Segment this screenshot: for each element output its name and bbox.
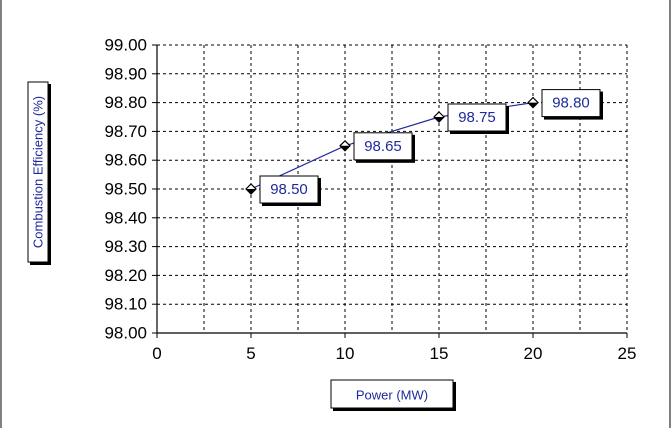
x-axis-title: Power (MW) <box>330 379 456 411</box>
y-tick-label: 98.20 <box>104 266 147 285</box>
data-label-box <box>259 175 319 204</box>
data-label-text: 98.50 <box>270 181 308 198</box>
data-point-marker-fill <box>434 117 444 122</box>
data-label-box <box>447 103 507 132</box>
x-tick-label: 10 <box>336 344 355 363</box>
x-tick-label: 25 <box>618 344 637 363</box>
data-label-box <box>541 89 601 118</box>
data-point-marker-fill <box>340 145 350 151</box>
y-tick-label: 98.80 <box>104 93 147 112</box>
y-tick-label: 98.00 <box>104 324 147 343</box>
data-label: 98.50 <box>259 175 321 206</box>
x-tick-label: 20 <box>524 344 543 363</box>
x-tick-label: 15 <box>430 344 449 363</box>
series-layer <box>245 96 539 195</box>
y-tick-label: 98.30 <box>104 237 147 256</box>
y-tick-label: 98.60 <box>104 151 147 170</box>
x-axis-title-text: Power (MW) <box>356 388 428 403</box>
y-tick-label: 98.50 <box>104 180 147 199</box>
data-label: 98.80 <box>541 89 603 120</box>
x-tick-label: 5 <box>246 344 255 363</box>
y-tick-label: 98.10 <box>104 295 147 314</box>
data-point-marker-fill <box>246 189 256 194</box>
data-label-text: 98.75 <box>458 109 496 126</box>
data-label-box <box>353 132 413 161</box>
y-tick-label: 98.40 <box>104 208 147 227</box>
data-point-marker-fill <box>528 102 538 108</box>
data-label: 98.65 <box>353 132 415 163</box>
y-axis-title-text: Combustion Efficiency (%) <box>31 96 46 248</box>
data-label-text: 98.80 <box>552 95 590 112</box>
axis-layer: 98.00 98.10 98.20 98.30 98.40 98.50 98.60 98.70… <box>104 36 636 364</box>
y-axis-title: Combustion Efficiency (%) <box>27 81 51 265</box>
label-layer: 98.50 98.65 98.75 98.80 <box>259 89 603 206</box>
y-tick-label: 98.70 <box>104 122 147 141</box>
data-label: 98.75 <box>447 103 509 134</box>
y-tick-label: 99.00 <box>104 36 147 55</box>
y-tick-label: 98.90 <box>104 64 147 83</box>
x-tick-label: 0 <box>152 344 161 363</box>
data-label-text: 98.65 <box>364 138 402 155</box>
